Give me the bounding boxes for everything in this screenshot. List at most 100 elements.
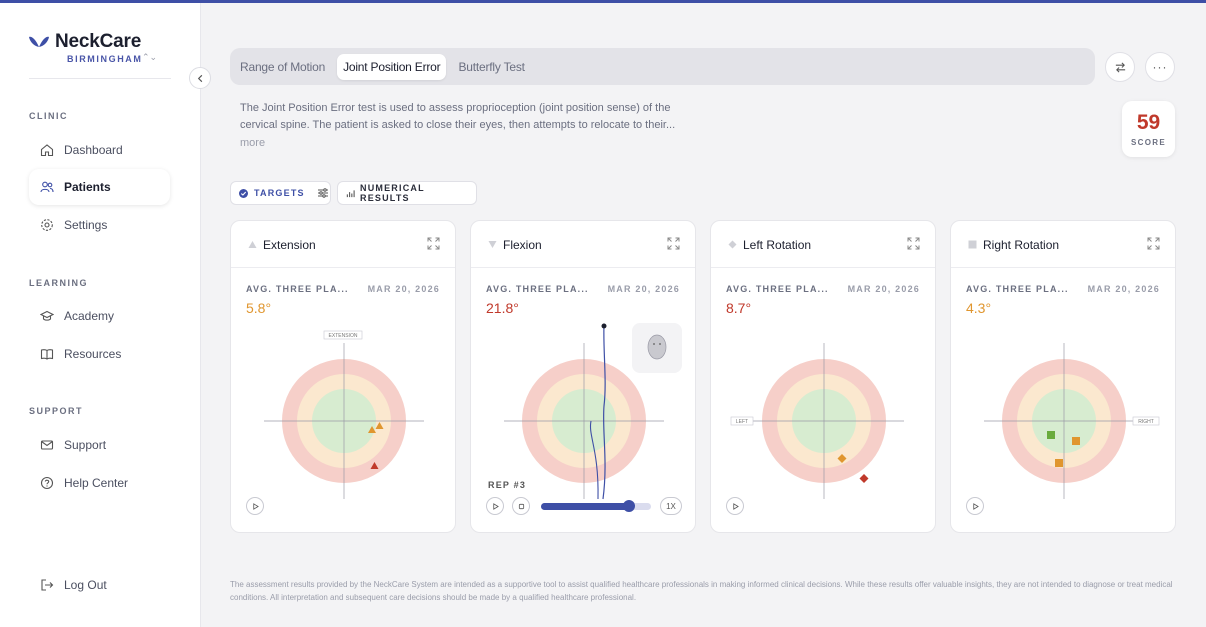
diamond-icon [728,240,737,249]
marker-square [1047,431,1055,439]
play-icon [492,502,499,510]
triangle-up-icon [248,241,257,248]
tab-joint-position-error[interactable]: Joint Position Error [337,53,447,80]
sidebar-item-label: Help Center [64,476,129,490]
more-options-button[interactable]: ··· [1145,52,1175,82]
stop-icon [518,503,524,509]
playback-slider-fill [541,503,629,510]
sidebar-item-label: Patients [64,180,111,194]
head-trace-line [589,420,599,500]
avg-label: AVG. THREE PLA... [966,284,1069,294]
card-header: Right Rotation [951,221,1175,268]
plot-axis-tag: EXTENSION [329,333,358,339]
collapse-sidebar-button[interactable] [189,67,211,89]
avg-label: AVG. THREE PLA... [726,284,829,294]
result-card-right-rotation: Right Rotation AVG. THREE PLA... MAR 20,… [950,220,1176,533]
targets-toggle[interactable]: TARGETS [230,181,331,205]
test-tabs: Range of Motion Joint Position Error But… [230,48,1095,85]
sidebar-item-patients[interactable]: Patients [29,169,170,205]
test-date: MAR 20, 2026 [607,284,680,294]
sidebar-item-academy[interactable]: Academy [29,298,170,334]
playback-speed-button[interactable]: 1X [660,497,682,515]
avg-error-value: 4.3° [966,300,992,316]
butterfly-logo-icon [29,36,49,47]
head-trace-line [602,323,606,500]
section-label-support: SUPPORT [29,406,84,416]
avg-error-value: 5.8° [246,300,272,316]
disclaimer: The assessment results provided by the N… [230,580,1173,602]
expand-icon[interactable] [1147,237,1160,250]
marker-square [1055,459,1063,467]
square-icon [968,240,977,249]
test-date: MAR 20, 2026 [1087,284,1160,294]
play-button[interactable] [726,497,744,515]
top-accent-bar [0,0,1206,3]
sidebar-item-dashboard[interactable]: Dashboard [29,132,170,168]
swap-button[interactable] [1105,52,1135,82]
expand-icon[interactable] [907,237,920,250]
bar-chart-icon [346,189,355,198]
marker-diamond [837,454,847,463]
expand-icon[interactable] [427,237,440,250]
card-title: Extension [263,238,316,252]
play-button[interactable] [486,497,504,515]
playback-slider-thumb[interactable] [623,500,635,512]
help-circle-icon [39,475,55,491]
play-button[interactable] [966,497,984,515]
swap-arrows-icon [1115,61,1125,73]
target-plot [504,323,682,500]
ellipsis-icon: ··· [1152,60,1168,74]
numerical-results-toggle[interactable]: NUMERICAL RESULTS [337,181,477,205]
brand[interactable]: NeckCare [29,31,141,53]
result-card-left-rotation: Left Rotation AVG. THREE PLA... MAR 20, … [710,220,936,533]
logout-icon [39,577,55,593]
result-card-extension: Extension AVG. THREE PLA... MAR 20, 2026… [230,220,456,533]
plot-axis-tag: RIGHT [1138,419,1154,425]
card-title: Right Rotation [983,238,1060,252]
sidebar-item-label: Support [64,438,107,452]
avg-error-value: 8.7° [726,300,752,316]
score-value: 59 [1136,111,1161,134]
play-icon [732,502,739,510]
users-icon [39,179,55,195]
marker-triangle [368,426,376,433]
sidebar-item-settings[interactable]: Settings [29,207,170,243]
more-link[interactable]: more [240,137,266,149]
sidebar-item-help-center[interactable]: Help Center [29,465,170,501]
logout-button[interactable]: Log Out [29,567,170,603]
play-button[interactable] [246,497,264,515]
location-switch-icon[interactable]: ⌃⌄ [142,52,158,62]
score-badge: 59 SCORE [1122,101,1175,157]
expand-icon[interactable] [667,237,680,250]
avg-label: AVG. THREE PLA... [246,284,349,294]
check-circle-icon [239,188,248,198]
head-avatar-icon [647,334,667,360]
triangle-down-icon [488,241,497,248]
sidebar-item-label: Settings [64,218,108,232]
play-icon [252,502,259,510]
section-label-learning: LEARNING [29,278,88,288]
sidebar-item-support[interactable]: Support [29,427,170,463]
logout-label: Log Out [64,578,107,592]
card-header: Flexion [471,221,695,268]
tab-butterfly-test[interactable]: Butterfly Test [458,59,525,74]
target-plot: EXTENSION [264,330,424,499]
stop-button[interactable] [512,497,530,515]
sidebar-item-resources[interactable]: Resources [29,336,170,372]
card-header: Extension [231,221,455,268]
test-date: MAR 20, 2026 [847,284,920,294]
numerical-results-label: NUMERICAL RESULTS [360,183,425,203]
result-card-flexion: Flexion AVG. THREE PLA... MAR 20, 2026 2… [470,220,696,533]
sliders-icon[interactable] [317,187,329,199]
sidebar-item-label: Resources [64,347,122,361]
sidebar-item-label: Dashboard [64,143,123,157]
card-title: Flexion [503,238,542,252]
playback-slider[interactable] [541,500,651,512]
marker-triangle [375,422,384,429]
sidebar-item-label: Academy [64,309,115,323]
target-plot: RIGHT [984,343,1160,499]
marker-diamond [859,474,869,483]
tab-range-of-motion[interactable]: Range of Motion [240,59,326,74]
card-title: Left Rotation [743,238,812,252]
clinic-location[interactable]: BIRMINGHAM [67,54,143,64]
